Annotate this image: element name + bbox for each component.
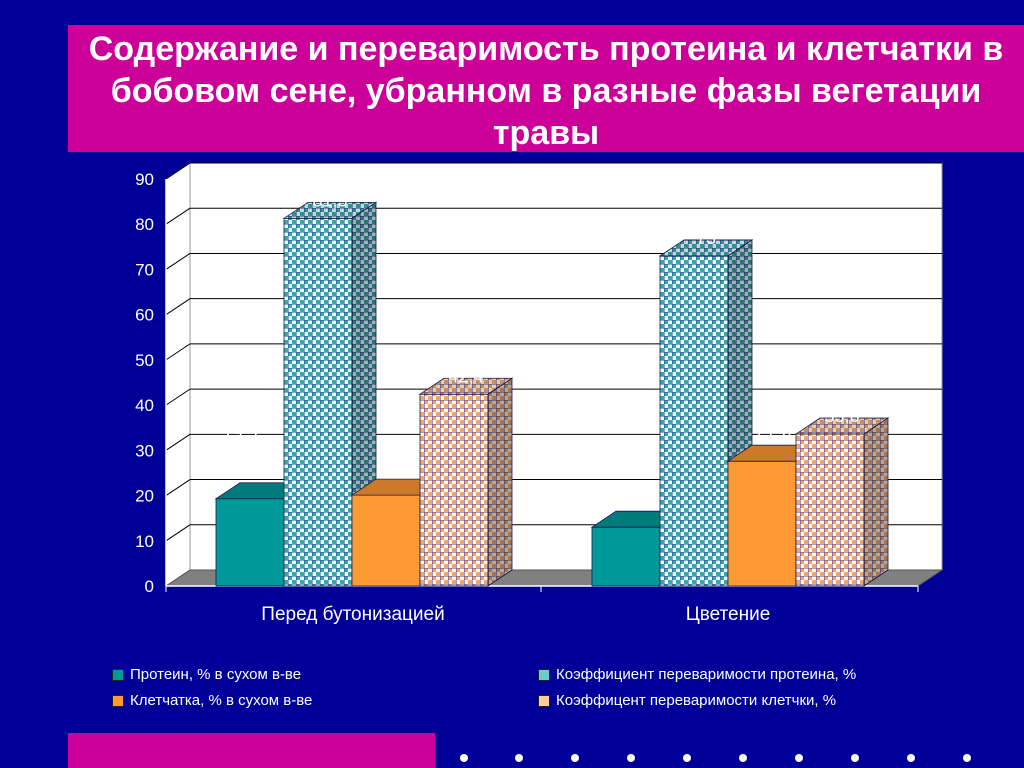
decor-dot	[683, 754, 691, 762]
decor-dot	[963, 754, 971, 762]
y-tick-label: 80	[135, 215, 154, 234]
gridline-side	[165, 298, 191, 316]
decor-dot	[739, 754, 747, 762]
legend-label-protein-digestibility: Коэффициент переваримости протеина, %	[556, 666, 857, 683]
legend-label-fiber-digestibility: Коэффицент переваримости клетчки, %	[556, 692, 837, 709]
bar-top-shade	[420, 378, 512, 395]
data-label: 42,4	[448, 366, 483, 386]
bar-top-shade	[660, 239, 752, 256]
gridline-side	[165, 433, 191, 451]
x-category-label: Перед бутонизацией	[261, 604, 444, 625]
y-tick-label: 30	[135, 441, 154, 460]
bottom-accent-band	[68, 733, 435, 768]
data-label: 13	[606, 451, 626, 471]
bar	[795, 433, 865, 587]
y-tick-label: 20	[135, 487, 154, 506]
bar-side-shade	[864, 418, 888, 586]
bar	[215, 498, 285, 587]
gridline-side	[165, 479, 191, 496]
legend-swatch-protein-digestibility	[538, 668, 550, 681]
bar	[591, 526, 661, 587]
data-label: 19,3	[222, 423, 257, 443]
legend-swatch-protein	[112, 668, 124, 681]
x-category-label: Цветение	[686, 604, 771, 625]
data-label: 27,6	[756, 421, 791, 441]
legend-swatch-fiber	[112, 694, 124, 707]
bar-side-shade	[488, 378, 512, 586]
legend-item-protein-digestibility: Коэффициент переваримости протеина, %	[538, 666, 856, 683]
chart-title: Содержание и переваримость протеина и кл…	[88, 30, 1004, 152]
bar-top-shade	[284, 202, 376, 219]
gridline-side	[165, 162, 191, 180]
decor-dot	[627, 754, 635, 762]
y-tick-label: 60	[135, 306, 154, 325]
bar-side-face	[487, 377, 513, 587]
decor-dot	[851, 754, 859, 762]
data-label: 33,6	[824, 406, 859, 426]
bar-side-face	[863, 417, 889, 587]
decor-dot	[907, 754, 915, 762]
legend-label-protein: Протеин, % в сухом в-ве	[130, 666, 302, 683]
data-label: 81,3	[312, 190, 347, 210]
legend-label-fiber: Клетчатка, % в сухом в-ве	[130, 692, 313, 709]
decor-dot	[795, 754, 803, 762]
legend-swatch-fiber-digestibility	[538, 694, 550, 707]
y-tick-label: 10	[135, 532, 154, 551]
y-tick-label: 70	[135, 260, 154, 279]
bar-chart: 0 10 20 30 40 50 60 70 80 90 Перед бутонизацией Цве…	[135, 162, 944, 625]
gridline-side	[165, 207, 191, 225]
bar	[727, 460, 797, 587]
bar	[419, 393, 489, 587]
bar	[351, 494, 421, 587]
gridline-side	[165, 524, 191, 542]
y-tick-label: 50	[135, 351, 154, 370]
decor-dot	[571, 754, 579, 762]
decor-dot	[515, 754, 523, 762]
plot-side-wall	[165, 162, 191, 587]
bar-top-shade	[796, 418, 888, 435]
data-label: 20,1	[380, 455, 415, 475]
legend-item-protein: Протеин, % в сухом в-ве	[112, 666, 301, 683]
y-tick-label: 0	[145, 577, 154, 596]
bar	[283, 217, 353, 587]
title-band	[68, 25, 1024, 152]
y-tick-label: 90	[135, 170, 154, 189]
gridline-side	[165, 388, 191, 406]
data-label: 73	[696, 228, 716, 248]
legend-item-fiber: Клетчатка, % в сухом в-ве	[112, 692, 312, 709]
gridline-side	[165, 343, 191, 361]
legend-item-fiber-digestibility: Коэффицент переваримости клетчки, %	[538, 692, 836, 709]
gridline-side	[165, 253, 191, 270]
y-tick-label: 40	[135, 396, 154, 415]
decor-dot	[460, 754, 468, 762]
bar	[659, 255, 729, 587]
